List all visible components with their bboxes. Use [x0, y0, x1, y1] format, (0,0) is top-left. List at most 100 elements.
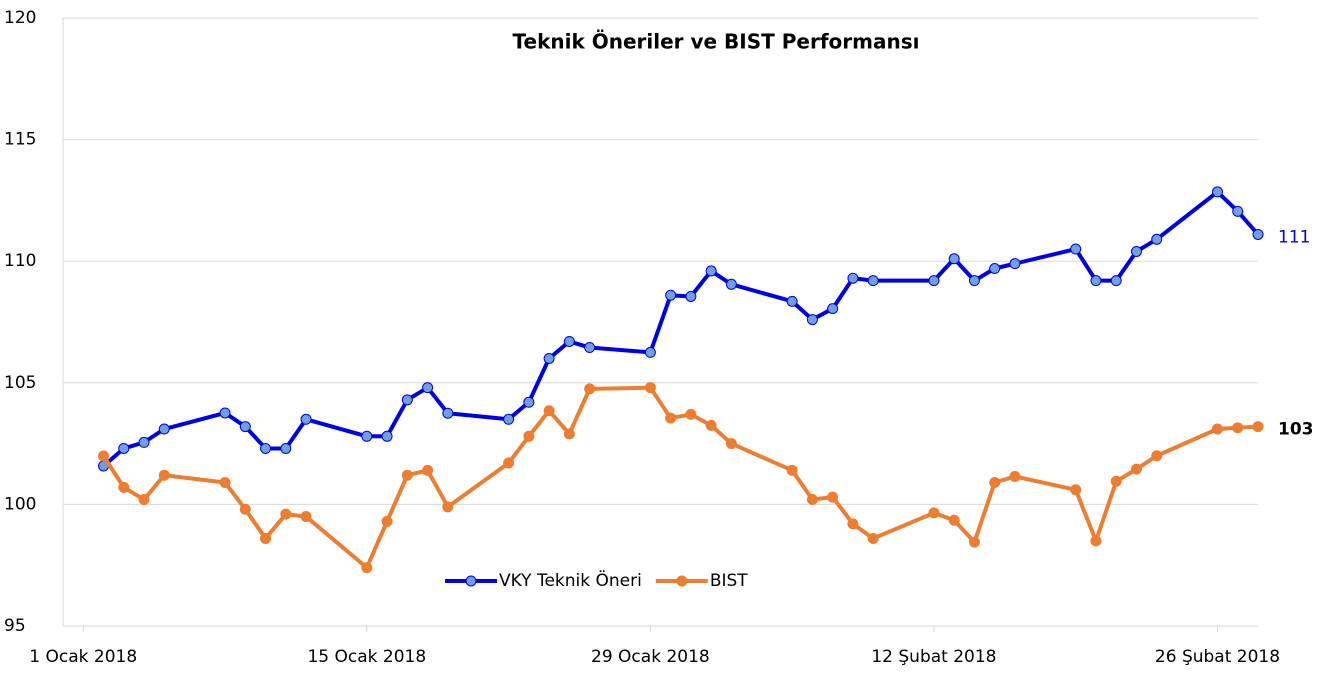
point	[158, 469, 170, 481]
point	[300, 413, 312, 425]
point	[1110, 475, 1122, 487]
point	[239, 421, 251, 433]
point	[948, 514, 960, 526]
point	[989, 477, 1001, 489]
y-tick-label: 100	[4, 494, 36, 514]
point	[1070, 484, 1082, 496]
point	[543, 405, 555, 417]
x-tick-label: 12 Şubat 2018	[871, 647, 996, 667]
point	[422, 464, 434, 476]
point	[968, 275, 980, 287]
point	[968, 536, 980, 548]
point	[725, 438, 737, 450]
point	[847, 272, 859, 284]
legend-label: BIST	[710, 571, 748, 591]
point	[867, 532, 879, 544]
point	[1151, 450, 1163, 462]
point	[1232, 205, 1244, 217]
point	[705, 265, 717, 277]
point	[381, 430, 393, 442]
point	[867, 275, 879, 287]
point	[806, 494, 818, 506]
series-line	[101, 385, 1259, 570]
value-label: 111	[1278, 227, 1310, 247]
point	[1211, 423, 1223, 435]
point	[280, 442, 292, 454]
y-tick-label: 115	[4, 130, 36, 150]
y-tick-label: 95	[4, 616, 26, 636]
point	[503, 457, 515, 469]
point	[705, 419, 717, 431]
point	[1151, 233, 1163, 245]
point	[543, 352, 555, 364]
point	[138, 436, 150, 448]
y-tick-label: 105	[4, 373, 36, 393]
point	[442, 407, 454, 419]
point	[239, 503, 251, 515]
point	[1130, 245, 1142, 257]
x-tick-label: 1 Ocak 2018	[29, 647, 137, 667]
point	[1110, 275, 1122, 287]
point	[786, 295, 798, 307]
point	[98, 450, 110, 462]
point	[644, 382, 656, 394]
point	[219, 477, 231, 489]
point	[827, 303, 839, 315]
value-label: 103	[1278, 420, 1314, 440]
point	[1009, 470, 1021, 482]
point	[563, 428, 575, 440]
series-line	[102, 189, 1260, 468]
point	[827, 491, 839, 503]
legend-label: VKY Teknik Öneri	[499, 569, 642, 591]
point	[1070, 243, 1082, 255]
point	[644, 346, 656, 358]
point	[806, 314, 818, 326]
point	[989, 262, 1001, 274]
legend-marker	[465, 575, 477, 587]
point	[401, 469, 413, 481]
point	[118, 481, 130, 493]
point	[1130, 463, 1142, 475]
y-tick-label: 110	[4, 251, 36, 271]
point	[584, 342, 596, 354]
point	[361, 430, 373, 442]
point	[300, 511, 312, 523]
chart-title: Teknik Öneriler ve BIST Performansı	[513, 30, 920, 54]
point	[442, 501, 454, 513]
point	[685, 290, 697, 302]
point	[847, 518, 859, 530]
point	[523, 396, 535, 408]
point	[1009, 258, 1021, 270]
point	[260, 442, 272, 454]
point	[928, 507, 940, 519]
point	[138, 494, 150, 506]
point	[928, 275, 940, 287]
point	[1252, 421, 1264, 433]
point	[665, 289, 677, 301]
point	[158, 423, 170, 435]
point	[280, 508, 292, 520]
point	[1232, 422, 1244, 434]
point	[665, 412, 677, 424]
point	[401, 394, 413, 406]
point	[1252, 228, 1264, 240]
point	[685, 408, 697, 420]
point	[260, 532, 272, 544]
y-tick-label: 120	[4, 8, 36, 28]
point	[1211, 186, 1223, 198]
point	[523, 430, 535, 442]
point	[563, 335, 575, 347]
point	[361, 562, 373, 574]
legend-marker	[676, 575, 688, 587]
point	[948, 253, 960, 265]
x-tick-label: 29 Ocak 2018	[591, 647, 710, 667]
point	[1090, 535, 1102, 547]
point	[725, 278, 737, 290]
point	[786, 464, 798, 476]
point	[503, 413, 515, 425]
point	[381, 515, 393, 527]
point	[584, 383, 596, 395]
point	[422, 382, 434, 394]
